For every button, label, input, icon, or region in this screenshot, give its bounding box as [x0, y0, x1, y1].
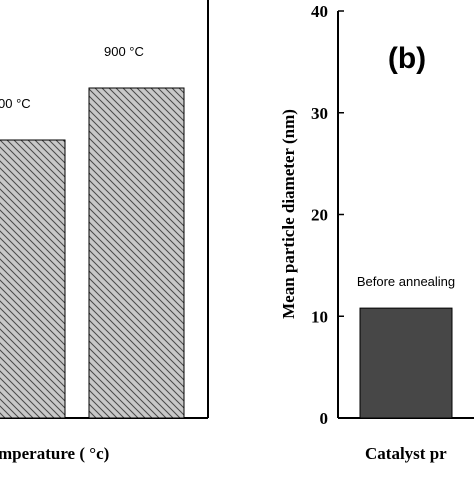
panel-b-y-axis-label: Mean particle diameter (nm)	[279, 109, 298, 319]
panel-b-x-axis-label: Catalyst pr	[365, 444, 447, 463]
panel-a-bar-label: 00 °C	[0, 96, 31, 111]
panel-b-bar	[359, 307, 453, 419]
y-tick-label: 0	[320, 409, 329, 428]
panel-b: 0 10 20 30 40 Before annealing (b) Mean part…	[279, 2, 474, 463]
y-tick-label: 10	[311, 307, 328, 326]
panel-b-y-ticks: 0 10 20 30 40	[311, 2, 344, 428]
panel-a-bar	[88, 87, 185, 419]
panel-b-label: (b)	[388, 42, 426, 75]
panel-a-x-axis-label: mperature ( °c)	[0, 444, 109, 463]
panel-a-bar	[0, 139, 66, 419]
panel-b-bar-label: Before annealing	[357, 274, 455, 289]
y-tick-label: 30	[311, 104, 328, 123]
panel-a: 00 °C 900 °C mperature ( °c)	[0, 0, 209, 463]
y-tick-label: 40	[311, 2, 328, 21]
panel-b-bars: Before annealing	[357, 274, 455, 419]
panel-a-bar-label: 900 °C	[104, 44, 144, 59]
y-tick-label: 20	[311, 206, 328, 225]
